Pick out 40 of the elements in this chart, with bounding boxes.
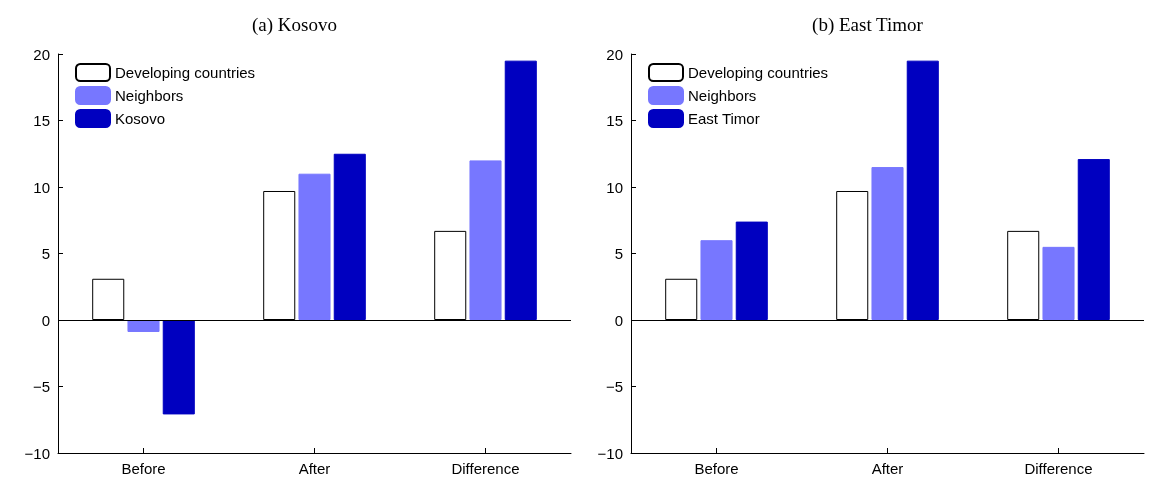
x-tick-label: After xyxy=(298,460,331,477)
y-tick-label: 5 xyxy=(41,245,50,262)
legend-label: East Timor xyxy=(688,110,760,127)
bar xyxy=(906,60,939,320)
y-tick-label: 0 xyxy=(614,311,623,329)
y-tick-label: 10 xyxy=(33,178,50,196)
legend-label: Developing countries xyxy=(688,64,829,81)
bar xyxy=(162,320,195,415)
y-tick-label: −5 xyxy=(32,378,50,395)
bar xyxy=(871,167,904,320)
bar xyxy=(333,153,366,320)
bar xyxy=(1042,246,1075,320)
y-tick-label: 20 xyxy=(606,45,623,63)
y-tick-label: 15 xyxy=(606,112,623,129)
y-tick-label: 0 xyxy=(41,311,50,329)
bar xyxy=(700,240,733,320)
y-tick-label: 5 xyxy=(614,245,623,262)
legend-label: Neighbors xyxy=(688,87,757,104)
y-tick-label: 10 xyxy=(606,178,623,196)
x-tick-label: After xyxy=(871,460,904,477)
y-tick-label: 15 xyxy=(33,112,50,129)
y-tick-label: −10 xyxy=(597,444,623,462)
x-tick-label: Difference xyxy=(1024,460,1093,477)
x-tick-label: Before xyxy=(694,460,739,477)
legend-label: Neighbors xyxy=(115,87,184,104)
bar xyxy=(127,320,160,332)
bar xyxy=(469,160,502,320)
y-tick-label: 20 xyxy=(33,45,50,63)
legend-label: Kosovo xyxy=(115,110,166,127)
chart-title: (a) Kosovo xyxy=(252,14,337,36)
x-tick-label: Before xyxy=(121,460,166,477)
bar xyxy=(735,221,768,320)
bar xyxy=(1077,159,1110,320)
bar xyxy=(298,173,331,320)
x-tick-label: Difference xyxy=(451,460,520,477)
chart-title: (b) East Timor xyxy=(812,14,924,36)
legend-label: Developing countries xyxy=(115,64,256,81)
y-tick-label: −5 xyxy=(605,378,623,395)
y-tick-label: −10 xyxy=(24,444,50,462)
bar xyxy=(504,60,537,320)
